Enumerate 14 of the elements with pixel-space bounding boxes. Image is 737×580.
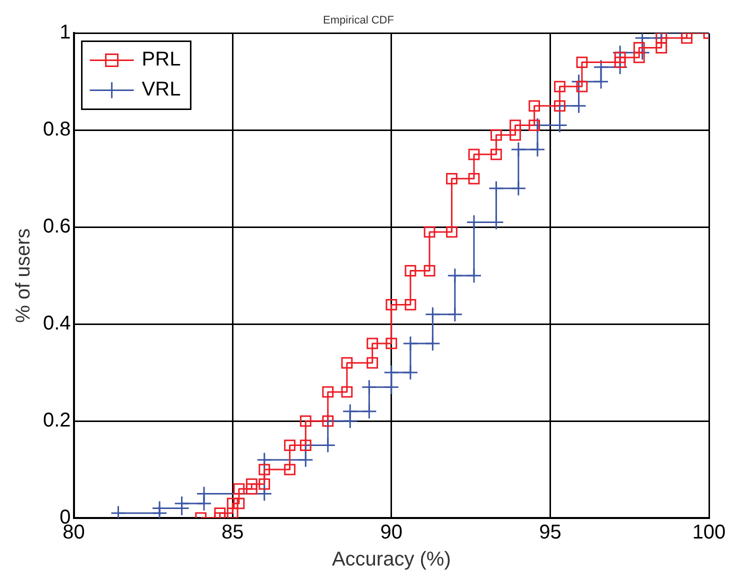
x-tick-label: 85 [221,522,244,544]
y-tick-label: 0.8 [42,118,71,141]
x-axis-title: Accuracy (%) [332,548,451,571]
y-tick-label: 0.4 [42,312,71,335]
x-tick-label: 100 [692,522,726,544]
chart-title: Empirical CDF [323,14,394,27]
legend-label: PRL [142,48,181,71]
y-axis-title: % of users [12,228,35,323]
x-tick-label: 95 [539,522,562,544]
y-tick-label: 0.6 [42,216,71,238]
x-tick-label: 90 [380,522,403,544]
legend-label: VRL [142,78,181,101]
y-tick-label: 1 [60,22,71,44]
y-tick-label: 0.2 [42,410,71,432]
